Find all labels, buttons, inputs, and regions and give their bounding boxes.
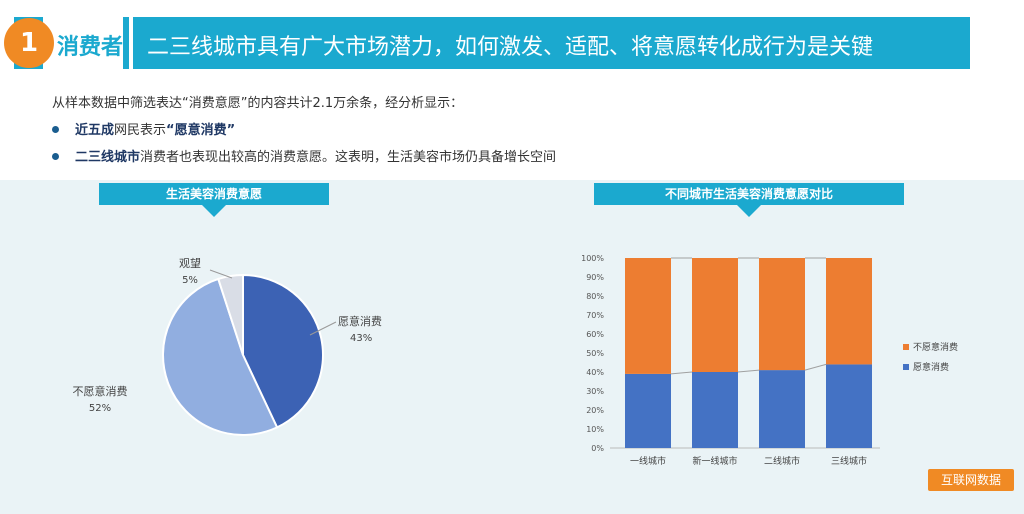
y-tick-label: 90% <box>586 273 604 282</box>
bar-unwilling <box>826 258 872 365</box>
intro-text: 从样本数据中筛选表达“消费意愿”的内容共计2.1万余条，经分析显示： <box>52 96 464 111</box>
header-separator <box>129 17 133 69</box>
header-bar <box>14 17 970 69</box>
bar-unwilling <box>692 258 738 372</box>
bullet-text: 消费者也表现出较高的消费意愿。这表明，生活美容市场仍具备增长空间 <box>140 150 557 165</box>
bullet-highlight: “愿意消费” <box>166 123 236 138</box>
bullet-item: 二三线城市消费者也表现出较高的消费意愿。这表明，生活美容市场仍具备增长空间 <box>52 146 556 165</box>
bar-unwilling <box>625 258 671 374</box>
pie-value-label: 52% <box>89 403 111 414</box>
pie-value-label: 5% <box>182 275 198 286</box>
down-arrow-icon <box>737 205 761 217</box>
bar-unwilling <box>759 258 805 371</box>
section-number-badge: 1 <box>4 18 54 68</box>
pie-leader-line <box>309 321 337 336</box>
section-tag: 消费者 <box>56 35 123 60</box>
bullet-highlight: 近五成 <box>75 123 115 138</box>
pie-label: 观望 <box>179 257 201 270</box>
series-connector-line <box>670 371 693 375</box>
y-tick-label: 30% <box>586 387 604 396</box>
bar-willing <box>692 372 738 448</box>
y-tick-label: 20% <box>586 406 604 415</box>
bullet-icon <box>52 153 59 160</box>
y-tick-label: 0% <box>591 444 604 453</box>
source-badge: 互联网数据 <box>928 469 1014 491</box>
pie-label: 愿意消费 <box>338 314 382 328</box>
x-tick-label: 二线城市 <box>764 455 800 467</box>
legend-label: 愿意消费 <box>913 361 949 373</box>
pie-leader-line <box>209 269 233 279</box>
pie-slice-willing <box>242 273 324 429</box>
bar-willing <box>625 373 671 448</box>
bullet-item: 近五成网民表示“愿意消费” <box>52 119 235 138</box>
pie-value-label: 43% <box>350 333 372 344</box>
legend-label: 不愿意消费 <box>913 341 958 353</box>
x-tick-label: 新一线城市 <box>692 455 737 467</box>
series-connector-line <box>804 363 827 371</box>
y-tick-label: 70% <box>586 311 604 320</box>
legend-swatch <box>903 344 909 350</box>
pie-chart-title: 生活美容消费意愿 <box>99 183 329 205</box>
bullet-icon <box>52 126 59 133</box>
bar-chart-title: 不同城市生活美容消费意愿对比 <box>594 183 904 205</box>
series-connector-line <box>737 369 760 373</box>
pie-label: 不愿意消费 <box>73 384 128 398</box>
header-tag-box <box>43 17 123 69</box>
x-tick-label: 一线城市 <box>630 455 666 467</box>
stacked-bar-chart: 0% 10% 20% 30% 40% 50% 60% 70% 80% 90% 100% 一线城市 新一线… <box>581 254 958 467</box>
y-tick-label: 50% <box>586 349 604 358</box>
y-tick-label: 60% <box>586 330 604 339</box>
bullet-highlight: 二三线城市 <box>75 150 141 165</box>
y-tick-label: 100% <box>581 254 604 263</box>
pie-slice-unwilling <box>162 277 279 436</box>
x-tick-label: 三线城市 <box>831 455 867 467</box>
y-tick-label: 80% <box>586 292 604 301</box>
pie-chart: 愿意消费 43% 不愿意消费 52% 观望 5% <box>73 257 382 436</box>
bullet-text: 网民表示 <box>114 123 167 138</box>
y-tick-label: 10% <box>586 425 604 434</box>
bar-willing <box>826 364 872 448</box>
y-tick-label: 40% <box>586 368 604 377</box>
page-title: 二三线城市具有广大市场潜力，如何激发、适配、将意愿转化成行为是关键 <box>147 35 874 60</box>
down-arrow-icon <box>202 205 226 217</box>
bar-willing <box>759 370 805 448</box>
pie-slice-watch <box>217 273 244 356</box>
legend-swatch <box>903 364 909 370</box>
